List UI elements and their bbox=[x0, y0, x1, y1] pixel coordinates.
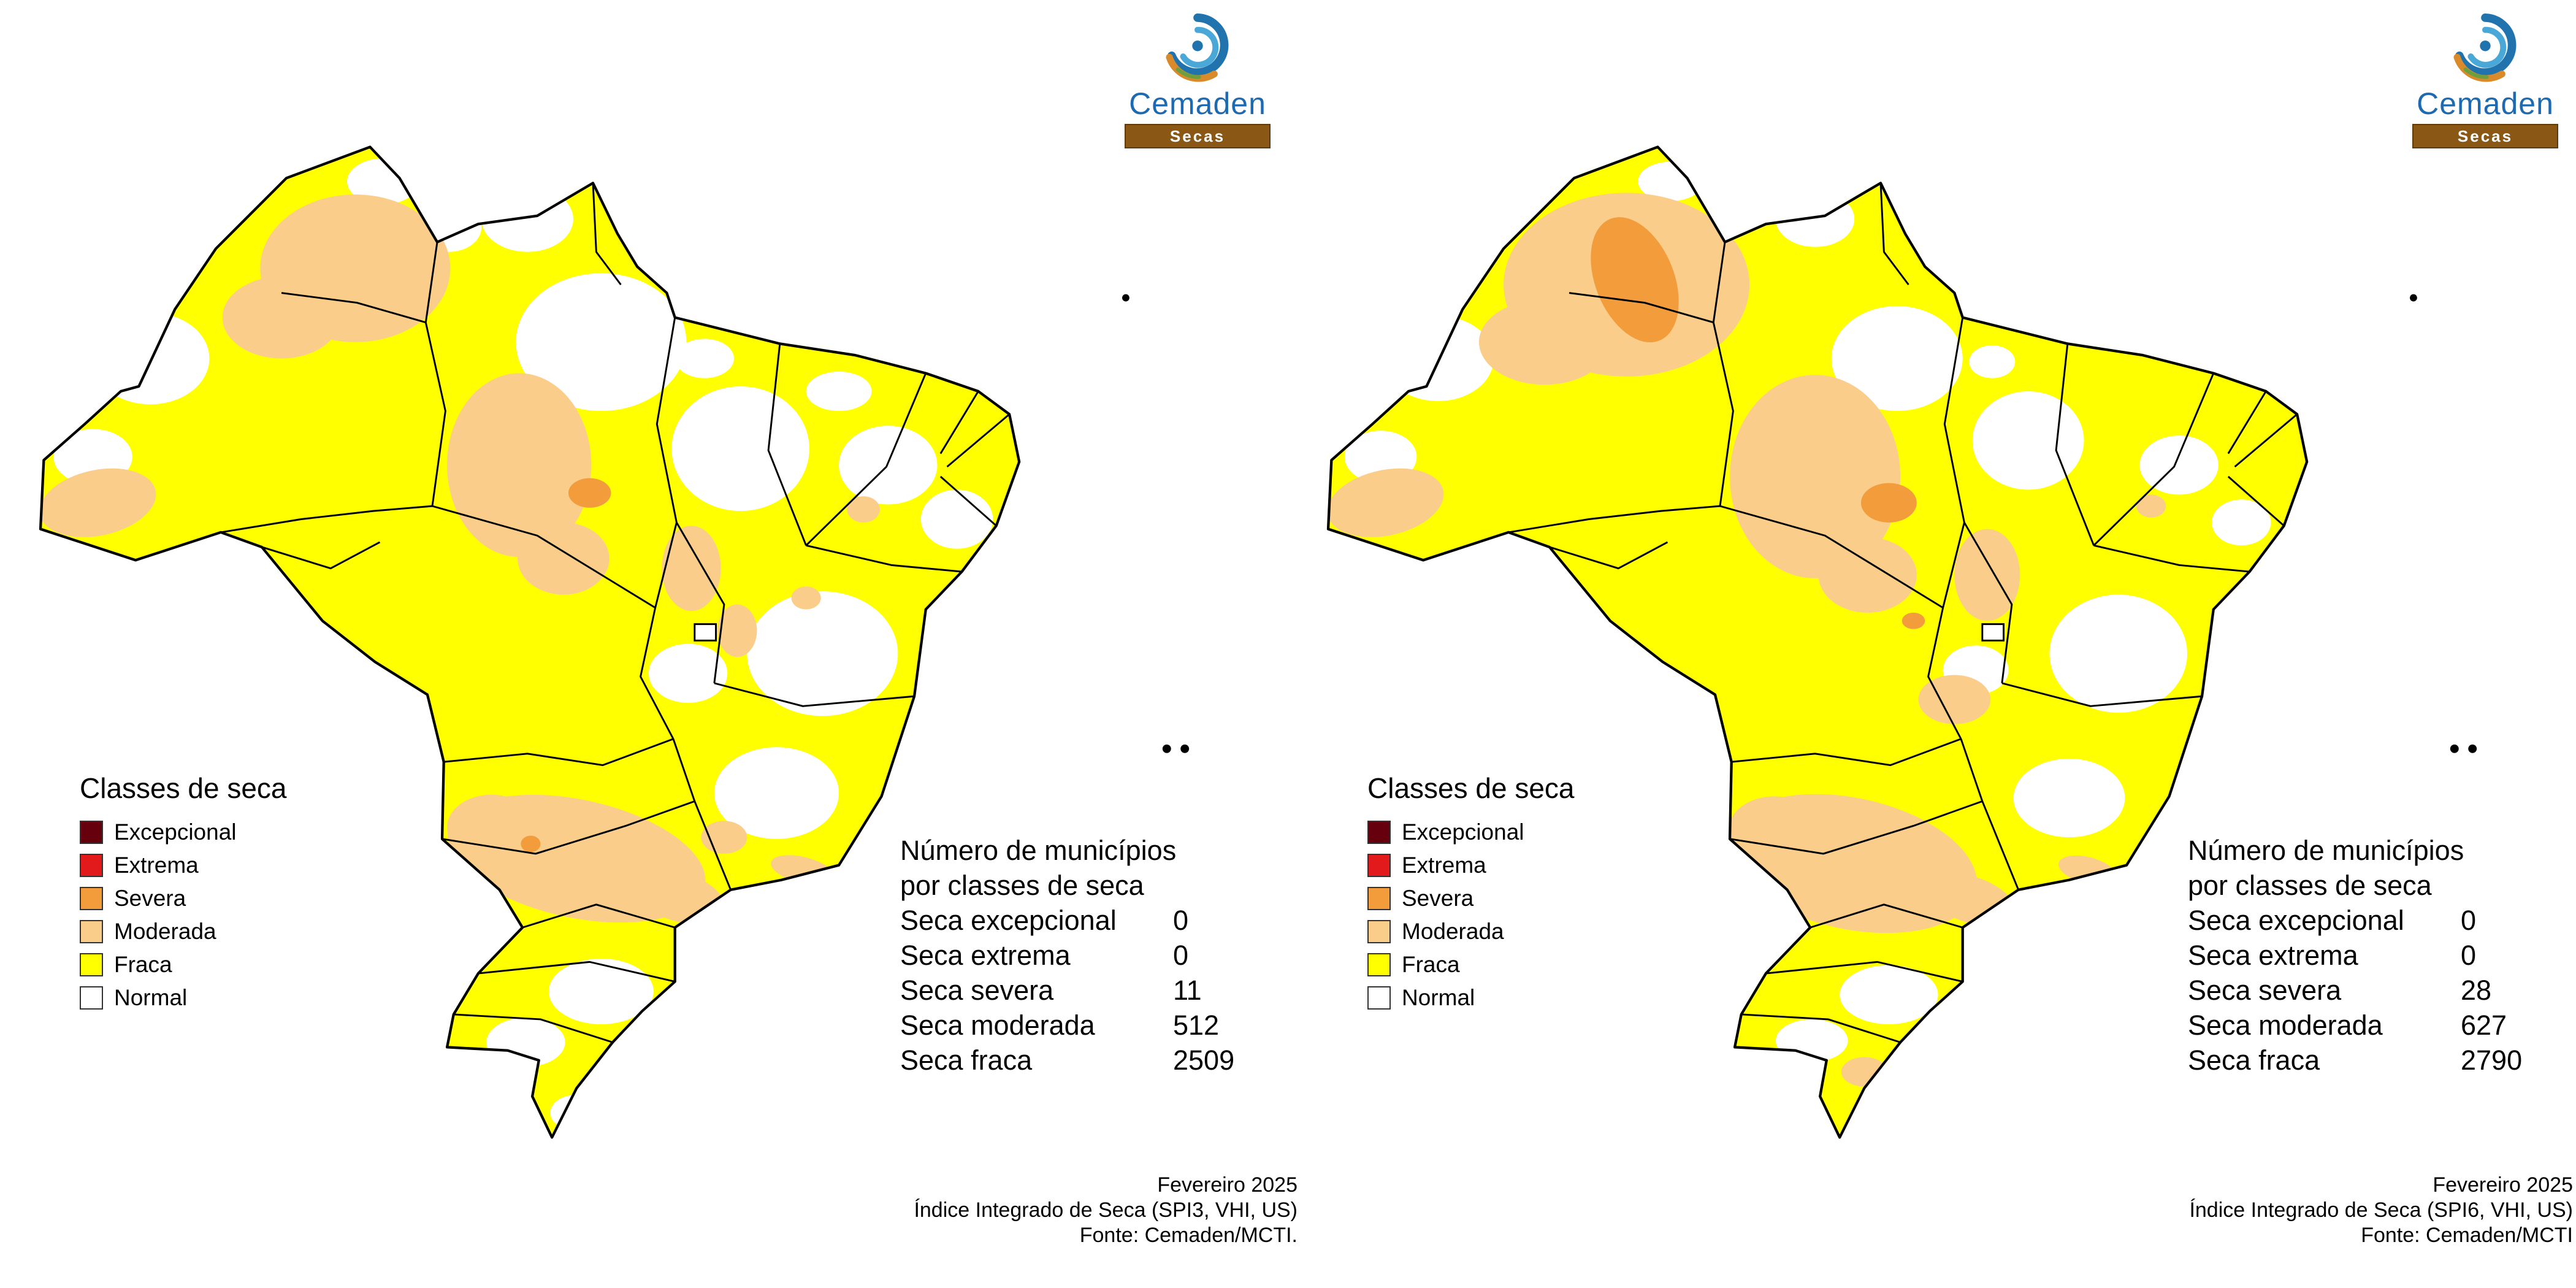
drought-legend: Classes de seca Excepcional Extrema Seve… bbox=[1367, 772, 1575, 1018]
stats-title-line1: Número de municípios bbox=[900, 835, 1177, 866]
swatch-extrema bbox=[1367, 854, 1391, 877]
legend-item-extrema: Extrema bbox=[80, 853, 287, 878]
legend-title: Classes de seca bbox=[80, 772, 287, 804]
panel-left-spi3: Cemaden Secas Classes de seca Excepciona… bbox=[39, 13, 1298, 1247]
cemaden-logo-icon bbox=[2453, 13, 2517, 82]
stat-value: 0 bbox=[1173, 905, 1189, 936]
footer-index: Índice Integrado de Seca (SPI3, VHI, US) bbox=[914, 1198, 1298, 1222]
stats-row-seca-extrema: Seca extrema 0 bbox=[900, 938, 1234, 973]
footer-source: Fonte: Cemaden/MCTI. bbox=[1079, 1224, 1298, 1247]
municipality-stats: Número de municípios por classes de seca… bbox=[900, 833, 1234, 1078]
severe-drought-areas bbox=[1591, 217, 1925, 629]
brazil-outline bbox=[1326, 145, 2309, 1139]
legend-item-severa: Severa bbox=[1367, 886, 1575, 911]
stats-row-seca-moderada: Seca moderada 627 bbox=[2188, 1008, 2522, 1043]
stats-title-line2: por classes de seca bbox=[2188, 870, 2432, 901]
stats-title-line2: por classes de seca bbox=[900, 870, 1144, 901]
logo-wordmark: Cemaden bbox=[1129, 86, 1266, 121]
legend-item-extrema: Extrema bbox=[1367, 853, 1575, 878]
stat-value: 2509 bbox=[1173, 1045, 1235, 1076]
stats-row-seca-severa: Seca severa 28 bbox=[2188, 973, 2522, 1008]
stats-row-seca-extrema: Seca extrema 0 bbox=[2188, 938, 2522, 973]
normal-drought-areas bbox=[1344, 161, 2271, 1062]
legend-title: Classes de seca bbox=[1367, 772, 1575, 804]
stats-title-line1: Número de municípios bbox=[2188, 835, 2464, 866]
legend-item-excepcional: Excepcional bbox=[80, 819, 287, 845]
stats-row-seca-excepcional: Seca excepcional 0 bbox=[2188, 903, 2522, 938]
swatch-severa bbox=[80, 887, 103, 910]
brazil-drought-map-spi6 bbox=[1326, 145, 2477, 1139]
stats-row-seca-severa: Seca severa 11 bbox=[900, 973, 1234, 1008]
swatch-moderada bbox=[1367, 920, 1391, 943]
cemaden-logo-icon bbox=[1166, 13, 1229, 82]
stat-value: 0 bbox=[1173, 940, 1189, 971]
distrito-federal bbox=[1981, 623, 2005, 642]
swatch-extrema bbox=[80, 854, 103, 877]
legend-item-normal: Normal bbox=[80, 985, 287, 1011]
footer-index: Índice Integrado de Seca (SPI6, VHI, US) bbox=[2189, 1198, 2573, 1222]
map-footer: Fevereiro 2025 Índice Integrado de Seca … bbox=[562, 1173, 1298, 1248]
stats-row-seca-fraca: Seca fraca 2509 bbox=[900, 1043, 1234, 1078]
stat-value: 0 bbox=[2461, 940, 2477, 971]
swatch-normal bbox=[1367, 986, 1391, 1010]
legend-item-severa: Severa bbox=[80, 886, 287, 911]
legend-item-fraca: Fraca bbox=[80, 952, 287, 978]
swatch-fraca bbox=[80, 953, 103, 976]
cemaden-logo: Cemaden Secas bbox=[1087, 9, 1308, 148]
logo-banner: Secas bbox=[1125, 124, 1271, 148]
municipality-stats: Número de municípios por classes de seca… bbox=[2188, 833, 2522, 1078]
footer-source: Fonte: Cemaden/MCTI bbox=[2361, 1224, 2573, 1247]
footer-date: Fevereiro 2025 bbox=[1157, 1173, 1298, 1197]
stats-row-seca-excepcional: Seca excepcional 0 bbox=[900, 903, 1234, 938]
brazil-outline bbox=[39, 145, 1021, 1139]
swatch-normal bbox=[80, 986, 103, 1010]
panel-right-spi6: Cemaden Secas Classes de seca Excepciona… bbox=[1288, 0, 2575, 1288]
swatch-excepcional bbox=[1367, 821, 1391, 844]
stat-value: 0 bbox=[2461, 905, 2477, 936]
legend-item-fraca: Fraca bbox=[1367, 952, 1575, 978]
legend-item-normal: Normal bbox=[1367, 985, 1575, 1011]
distrito-federal bbox=[694, 623, 717, 642]
map-footer: Fevereiro 2025 Índice Integrado de Seca … bbox=[1837, 1173, 2573, 1248]
swatch-moderada bbox=[80, 920, 103, 943]
moderate-drought-areas bbox=[1328, 193, 2166, 1087]
swatch-severa bbox=[1367, 887, 1391, 910]
stat-value: 2790 bbox=[2461, 1045, 2523, 1076]
stat-value: 28 bbox=[2461, 975, 2492, 1006]
state-borders bbox=[1508, 183, 2298, 1043]
stats-row-seca-moderada: Seca moderada 512 bbox=[900, 1008, 1234, 1043]
state-borders bbox=[220, 183, 1011, 1043]
swatch-excepcional bbox=[80, 821, 103, 844]
moderate-drought-areas bbox=[40, 194, 880, 924]
oceanic-islands bbox=[2410, 294, 2477, 753]
stat-value: 512 bbox=[1173, 1010, 1220, 1041]
legend-item-excepcional: Excepcional bbox=[1367, 819, 1575, 845]
cemaden-logo: Cemaden Secas bbox=[2375, 9, 2576, 148]
stats-row-seca-fraca: Seca fraca 2790 bbox=[2188, 1043, 2522, 1078]
stat-value: 11 bbox=[1173, 975, 1202, 1006]
logo-wordmark: Cemaden bbox=[2417, 86, 2554, 121]
swatch-fraca bbox=[1367, 953, 1391, 976]
footer-date: Fevereiro 2025 bbox=[2433, 1173, 2573, 1197]
severe-drought-areas bbox=[521, 478, 611, 853]
drought-legend: Classes de seca Excepcional Extrema Seve… bbox=[80, 772, 287, 1018]
stat-value: 627 bbox=[2461, 1010, 2507, 1041]
legend-item-moderada: Moderada bbox=[80, 919, 287, 945]
oceanic-islands bbox=[1122, 294, 1190, 753]
brazil-drought-map-spi3 bbox=[39, 145, 1190, 1139]
logo-banner: Secas bbox=[2412, 124, 2558, 148]
legend-item-moderada: Moderada bbox=[1367, 919, 1575, 945]
